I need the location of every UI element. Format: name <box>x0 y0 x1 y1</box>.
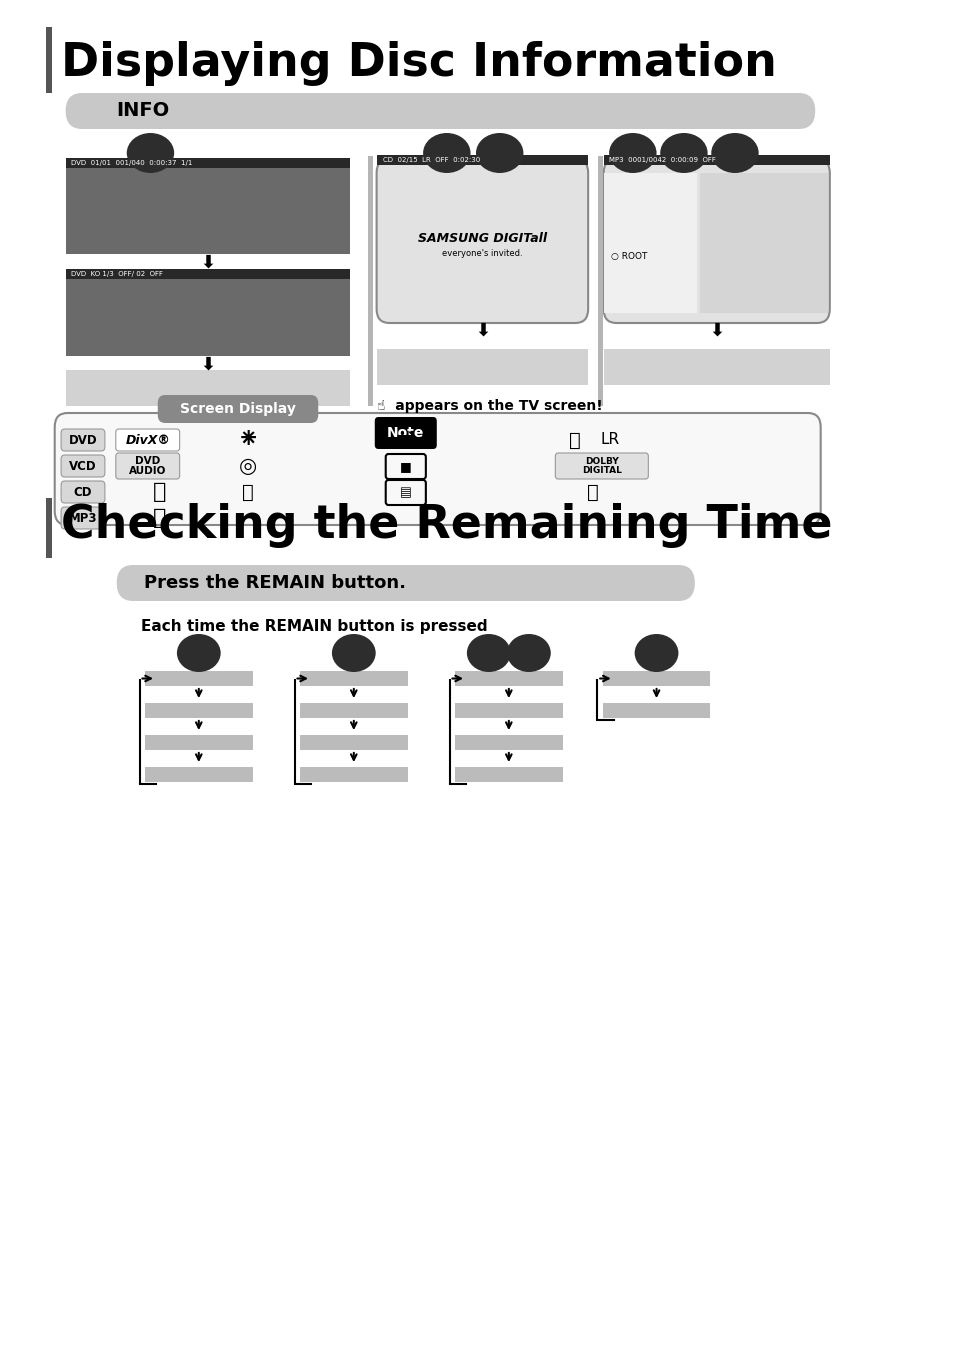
Text: DVD
AUDIO: DVD AUDIO <box>129 455 166 477</box>
Ellipse shape <box>423 132 470 173</box>
Bar <box>603 155 829 165</box>
Text: MP3: MP3 <box>69 512 97 524</box>
Bar <box>66 274 350 357</box>
Text: Displaying Disc Information: Displaying Disc Information <box>61 41 776 86</box>
FancyBboxPatch shape <box>61 507 105 530</box>
Bar <box>603 349 829 385</box>
Text: CD: CD <box>73 485 92 499</box>
FancyBboxPatch shape <box>603 159 829 323</box>
Text: Checking the Remaining Time: Checking the Remaining Time <box>61 503 832 549</box>
Text: DVD  01/01  001/040  0:00:37  1/1: DVD 01/01 001/040 0:00:37 1/1 <box>71 159 193 166</box>
Text: SAMSUNG DIGITall: SAMSUNG DIGITall <box>417 232 546 246</box>
Bar <box>46 27 51 93</box>
FancyBboxPatch shape <box>376 159 588 323</box>
Bar <box>455 703 562 717</box>
Bar <box>299 767 407 782</box>
Bar <box>376 349 588 385</box>
FancyBboxPatch shape <box>555 453 648 480</box>
Bar <box>602 703 710 717</box>
Text: 🎥: 🎥 <box>586 482 598 501</box>
Bar <box>299 671 407 686</box>
Ellipse shape <box>659 132 707 173</box>
Bar <box>145 703 253 717</box>
FancyBboxPatch shape <box>61 430 105 451</box>
Ellipse shape <box>634 634 678 671</box>
Text: MP3  0001/0042  0:00:09  OFF: MP3 0001/0042 0:00:09 OFF <box>609 157 716 163</box>
Bar <box>603 173 696 313</box>
Bar <box>700 173 827 313</box>
Text: DivX®: DivX® <box>125 434 170 446</box>
Text: ⬇: ⬇ <box>200 357 215 374</box>
FancyBboxPatch shape <box>115 453 179 480</box>
Ellipse shape <box>506 634 550 671</box>
Bar <box>66 158 350 168</box>
FancyBboxPatch shape <box>61 481 105 503</box>
Bar <box>299 735 407 750</box>
Bar <box>145 671 253 686</box>
FancyBboxPatch shape <box>61 455 105 477</box>
Text: ⁕: ⁕ <box>236 426 259 454</box>
FancyBboxPatch shape <box>375 417 436 449</box>
Text: Each time the REMAIN button is pressed: Each time the REMAIN button is pressed <box>141 619 487 634</box>
Text: ⏱: ⏱ <box>242 482 253 501</box>
Bar <box>66 269 350 280</box>
FancyBboxPatch shape <box>54 413 820 526</box>
Ellipse shape <box>711 132 758 173</box>
Bar <box>602 671 710 686</box>
Ellipse shape <box>609 132 656 173</box>
Bar <box>145 767 253 782</box>
Bar <box>145 735 253 750</box>
Bar <box>455 735 562 750</box>
Ellipse shape <box>127 132 174 173</box>
Text: ⬇: ⬇ <box>475 322 490 340</box>
Bar <box>299 703 407 717</box>
Bar <box>455 671 562 686</box>
Text: INFO: INFO <box>116 101 170 120</box>
Text: VCD: VCD <box>70 459 96 473</box>
FancyBboxPatch shape <box>116 565 694 601</box>
Ellipse shape <box>466 634 510 671</box>
Text: ⬇: ⬇ <box>708 322 723 340</box>
Text: ☝  appears on the TV screen!: ☝ appears on the TV screen! <box>376 399 601 413</box>
Text: CD  02/15  LR  OFF  0:02:30: CD 02/15 LR OFF 0:02:30 <box>382 157 479 163</box>
Bar <box>66 370 350 407</box>
FancyBboxPatch shape <box>157 394 318 423</box>
Text: ◎: ◎ <box>238 457 257 476</box>
Text: Note: Note <box>387 426 424 440</box>
Ellipse shape <box>176 634 220 671</box>
Text: Screen Display: Screen Display <box>180 403 295 416</box>
Ellipse shape <box>332 634 375 671</box>
Bar <box>598 155 602 407</box>
Text: DOLBY
DIGITAL: DOLBY DIGITAL <box>581 457 621 476</box>
Text: 🎵: 🎵 <box>152 482 166 503</box>
Bar <box>46 499 51 558</box>
Bar <box>66 162 350 254</box>
Bar <box>368 155 373 407</box>
Text: DVD: DVD <box>69 434 97 446</box>
Text: ○ ROOT: ○ ROOT <box>610 251 647 261</box>
Text: ■: ■ <box>399 461 412 473</box>
Bar <box>455 767 562 782</box>
Text: 🎧: 🎧 <box>568 431 579 450</box>
Ellipse shape <box>476 132 523 173</box>
FancyBboxPatch shape <box>66 93 815 128</box>
Text: LR: LR <box>599 432 618 447</box>
Text: 🎵: 🎵 <box>152 508 166 528</box>
Text: DVD  KO 1/3  OFF/ 02  OFF: DVD KO 1/3 OFF/ 02 OFF <box>71 272 163 277</box>
Text: ⇄: ⇄ <box>395 428 416 453</box>
Text: everyone's invited.: everyone's invited. <box>441 249 522 258</box>
FancyBboxPatch shape <box>115 430 179 451</box>
Text: ⬇: ⬇ <box>200 254 215 272</box>
Text: ▤: ▤ <box>399 486 412 500</box>
Text: Press the REMAIN button.: Press the REMAIN button. <box>144 574 406 592</box>
Bar <box>376 155 588 165</box>
